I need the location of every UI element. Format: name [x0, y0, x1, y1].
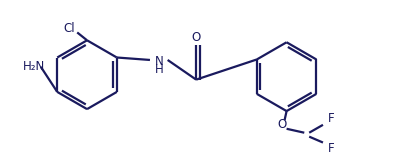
- Text: H₂N: H₂N: [23, 60, 45, 73]
- Text: F: F: [327, 112, 333, 125]
- Text: N: N: [154, 55, 163, 68]
- Text: Cl: Cl: [63, 22, 75, 35]
- Text: F: F: [327, 142, 333, 155]
- Text: H: H: [154, 63, 163, 76]
- Text: O: O: [276, 118, 285, 131]
- Text: O: O: [191, 31, 200, 44]
